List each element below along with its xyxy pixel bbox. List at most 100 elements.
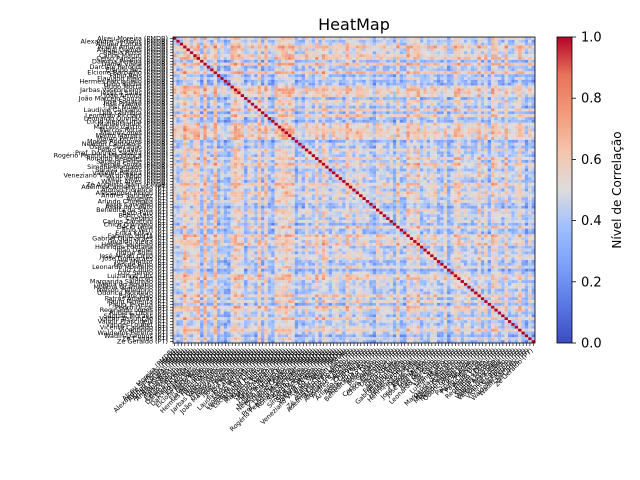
heatmap-cell [484, 54, 488, 58]
heatmap-cell [244, 79, 248, 83]
heatmap-cell [474, 142, 478, 146]
heatmap-cell [274, 157, 278, 161]
heatmap-cell [443, 71, 448, 75]
heatmap-cell [321, 59, 326, 63]
heatmap-cell [501, 77, 505, 80]
heatmap-cell [524, 134, 529, 138]
heatmap-cell [497, 68, 502, 72]
heatmap-cell [183, 97, 187, 100]
heatmap-cell [196, 154, 201, 158]
heatmap-cell [419, 79, 424, 83]
heatmap-cell [413, 142, 417, 146]
heatmap-cell [244, 105, 248, 109]
heatmap-cell [467, 74, 471, 78]
heatmap-cell [210, 91, 214, 95]
heatmap-cell [430, 165, 434, 169]
heatmap-cell [463, 88, 468, 92]
heatmap-cell [288, 131, 292, 135]
heatmap-cell [345, 91, 349, 95]
heatmap-cell [328, 114, 333, 118]
heatmap-cell [484, 159, 488, 163]
heatmap-cell [321, 94, 326, 98]
heatmap-cell [369, 74, 373, 78]
heatmap-cell [186, 74, 190, 78]
heatmap-cell [443, 94, 448, 98]
heatmap-cell [284, 108, 289, 112]
heatmap-cell [298, 65, 302, 69]
heatmap-cell [213, 117, 218, 120]
heatmap-cell [355, 128, 360, 132]
heatmap-cell [524, 119, 529, 123]
heatmap-cell [321, 165, 326, 169]
heatmap-cell [369, 151, 373, 155]
heatmap-cell [220, 74, 224, 78]
heatmap-cell [375, 99, 380, 103]
heatmap-cell [467, 45, 471, 49]
heatmap-cell [453, 48, 458, 52]
heatmap-cell [230, 62, 234, 66]
heatmap-cell [230, 159, 234, 163]
heatmap-cell [406, 68, 410, 72]
heatmap-cell [338, 62, 343, 66]
heatmap-cell [531, 128, 536, 132]
heatmap-cell [419, 94, 424, 98]
heatmap-cell [348, 42, 353, 46]
heatmap-cell [416, 165, 421, 169]
heatmap-cell [298, 159, 302, 163]
heatmap-cell [426, 117, 431, 120]
heatmap-cell [409, 114, 414, 118]
heatmap-cell [409, 111, 414, 115]
heatmap-cell [281, 137, 285, 141]
heatmap-cell [450, 74, 454, 78]
heatmap-cell [409, 85, 414, 89]
heatmap-cell [484, 111, 488, 115]
heatmap-cell [484, 145, 488, 149]
heatmap-cell [382, 68, 387, 72]
heatmap-cell [277, 131, 282, 135]
heatmap-cell [450, 122, 454, 126]
heatmap-cell [328, 148, 333, 152]
heatmap-cell [430, 142, 434, 146]
heatmap-cell [443, 57, 448, 60]
heatmap-cell [487, 108, 492, 112]
heatmap-cell [345, 165, 349, 169]
heatmap-cell [460, 157, 465, 161]
heatmap-cell [254, 131, 258, 135]
heatmap-cell [504, 157, 508, 161]
heatmap-cell [419, 54, 424, 58]
heatmap-cell [521, 142, 525, 146]
heatmap-cell [352, 99, 356, 103]
heatmap-cell [318, 71, 322, 75]
heatmap-cell [342, 168, 346, 172]
heatmap-cell [386, 148, 390, 152]
heatmap-cell [352, 79, 356, 83]
heatmap-cell [291, 77, 295, 80]
heatmap-cell [521, 131, 525, 135]
heatmap-cell [271, 94, 275, 98]
heatmap-cell [186, 157, 190, 161]
heatmap-cell [196, 71, 201, 75]
heatmap-cell [288, 168, 292, 172]
heatmap-cell [220, 88, 224, 92]
heatmap-cell [467, 48, 471, 52]
heatmap-cell [359, 151, 363, 155]
heatmap-cell [260, 108, 265, 112]
heatmap-cell [325, 168, 329, 172]
heatmap-cell [250, 128, 255, 132]
heatmap-cell [291, 79, 295, 83]
heatmap-cell [335, 91, 339, 95]
heatmap-cell [447, 37, 451, 40]
heatmap-cell [477, 128, 481, 132]
heatmap-cell [372, 59, 377, 63]
heatmap-cell [267, 51, 272, 55]
heatmap-cell [216, 37, 221, 40]
heatmap-cell [379, 94, 383, 98]
heatmap-cell [416, 154, 421, 158]
heatmap-cell [332, 85, 336, 89]
heatmap-cell [507, 148, 512, 152]
heatmap-cell [494, 51, 498, 55]
heatmap-cell [220, 85, 224, 89]
heatmap-cell [467, 102, 471, 106]
heatmap-cell [274, 48, 278, 52]
heatmap-cell [348, 162, 353, 166]
